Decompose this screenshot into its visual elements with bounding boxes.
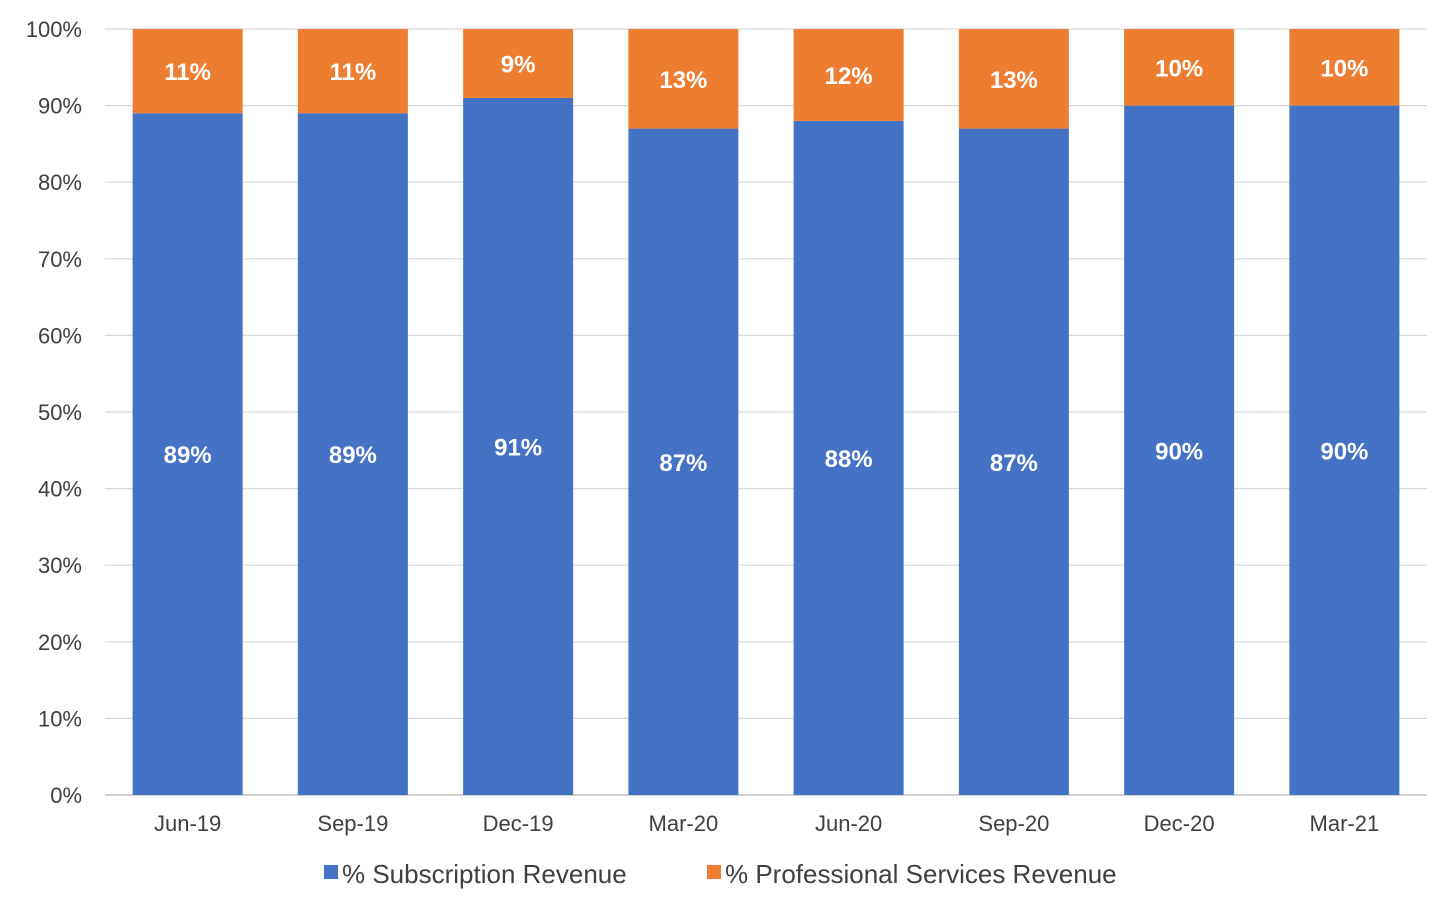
y-tick-label: 40% (38, 477, 82, 502)
y-axis-ticks: 0% 10% 20% 30% 40% 50% 60% 70% 80% 90% 100% (26, 17, 82, 808)
y-tick-label: 100% (26, 17, 82, 42)
y-tick-label: 50% (38, 400, 82, 425)
y-tick-label: 60% (38, 323, 82, 348)
bar-professional-services (1124, 29, 1235, 106)
bar-subscription (1289, 105, 1400, 796)
y-tick-label: 80% (38, 170, 82, 195)
data-label-professional-services: 12% (825, 63, 873, 90)
data-label-professional-services: 10% (1320, 55, 1368, 82)
data-label-professional-services: 9% (501, 51, 536, 78)
y-tick-label: 30% (38, 553, 82, 578)
bar-professional-services (297, 29, 408, 114)
bar-professional-services (1289, 29, 1400, 106)
y-tick-label: 70% (38, 247, 82, 272)
bar-subscription (1124, 105, 1235, 796)
bar-subscription (132, 113, 243, 795)
data-label-subscription: 89% (329, 442, 377, 469)
data-label-subscription: 87% (990, 450, 1038, 477)
x-tick-label: Jun-20 (815, 811, 882, 836)
data-label-subscription: 89% (164, 442, 212, 469)
x-tick-label: Mar-21 (1310, 811, 1380, 836)
x-tick-label: Dec-19 (483, 811, 554, 836)
data-label-subscription: 90% (1320, 438, 1368, 465)
x-tick-label: Mar-20 (649, 811, 719, 836)
bar-professional-services (958, 29, 1069, 129)
bar-professional-services (132, 29, 243, 114)
legend: % Subscription Revenue % Professional Ser… (324, 859, 1117, 889)
data-label-professional-services: 11% (330, 59, 377, 86)
y-tick-label: 90% (38, 94, 82, 119)
data-label-professional-services: 13% (990, 67, 1038, 94)
x-tick-label: Sep-19 (317, 811, 388, 836)
x-axis-ticks: Jun-19 Sep-19 Dec-19 Mar-20 Jun-20 Sep-20 Dec-… (154, 811, 1379, 836)
x-tick-label: Sep-20 (978, 811, 1049, 836)
bar-subscription (958, 128, 1069, 795)
bar-professional-services (793, 29, 904, 121)
y-tick-label: 10% (38, 706, 82, 731)
bar-subscription (793, 120, 904, 796)
legend-label-professional-services: % Professional Services Revenue (725, 859, 1117, 889)
bar-subscription (628, 128, 739, 795)
bar-professional-services (463, 29, 574, 98)
data-label-professional-services: 11% (164, 59, 211, 86)
x-tick-label: Jun-19 (154, 811, 221, 836)
data-label-professional-services: 13% (659, 67, 707, 94)
bar-subscription (297, 113, 408, 795)
y-tick-label: 20% (38, 630, 82, 655)
data-label-subscription: 91% (494, 434, 542, 461)
bar-professional-services (628, 29, 739, 129)
data-labels: 89% 11% 89% 11% 91% 9% 87% 13% 88% 12% 87% 13% 90% 10… (164, 51, 1369, 476)
data-label-subscription: 88% (825, 446, 873, 473)
data-label-subscription: 90% (1155, 438, 1203, 465)
legend-label-subscription: % Subscription Revenue (342, 859, 627, 889)
legend-swatch-subscription (324, 865, 338, 879)
data-label-professional-services: 10% (1155, 55, 1203, 82)
legend-swatch-professional-services (707, 865, 721, 879)
bars (132, 29, 1400, 796)
bar-subscription (463, 97, 574, 795)
data-label-subscription: 87% (659, 450, 707, 477)
y-tick-label: 0% (50, 783, 82, 808)
x-tick-label: Dec-20 (1144, 811, 1215, 836)
